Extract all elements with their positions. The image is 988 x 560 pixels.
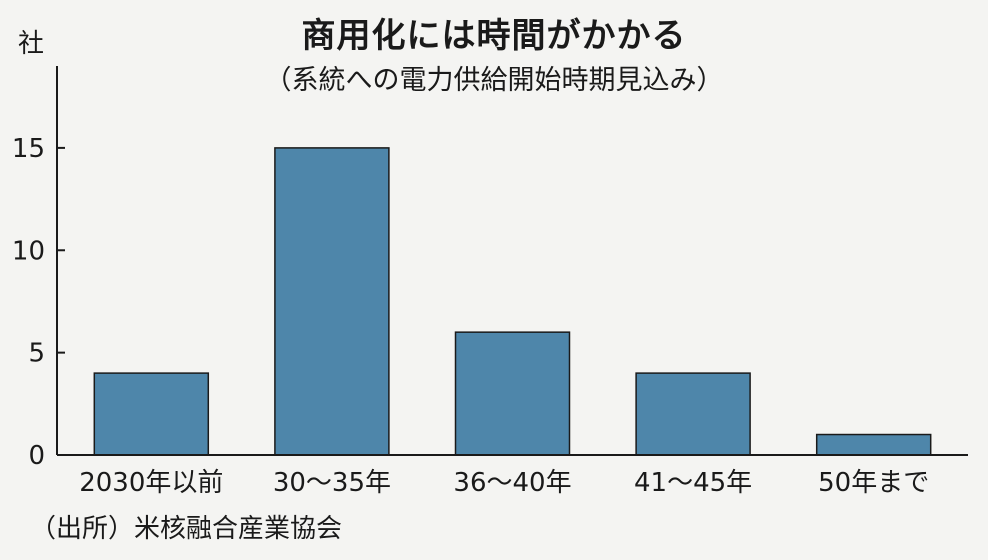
bar-0	[93, 372, 210, 456]
y-tick-label-0: 0	[28, 441, 45, 471]
bar-2	[454, 331, 571, 456]
y-tick-label-1: 5	[28, 339, 45, 369]
y-axis-unit-label: 社	[18, 29, 44, 59]
bar-4	[815, 433, 932, 456]
bar-3	[635, 372, 751, 456]
category-label-1: 30～35年	[273, 468, 391, 498]
bar-1	[274, 147, 390, 456]
category-label-2: 36～40年	[453, 468, 571, 498]
chart-title: 商用化には時間がかかる	[301, 16, 687, 56]
y-tick-label-3: 15	[12, 134, 45, 164]
category-label-4: 50年まで	[818, 468, 929, 498]
chart-subtitle: （系統への電力供給開始時期見込み）	[264, 65, 724, 96]
y-tick-label-2: 10	[12, 236, 45, 266]
source-note: （出所）米核融合産業協会	[30, 514, 343, 544]
category-label-3: 41～45年	[634, 468, 752, 498]
category-label-0: 2030年以前	[79, 468, 223, 498]
